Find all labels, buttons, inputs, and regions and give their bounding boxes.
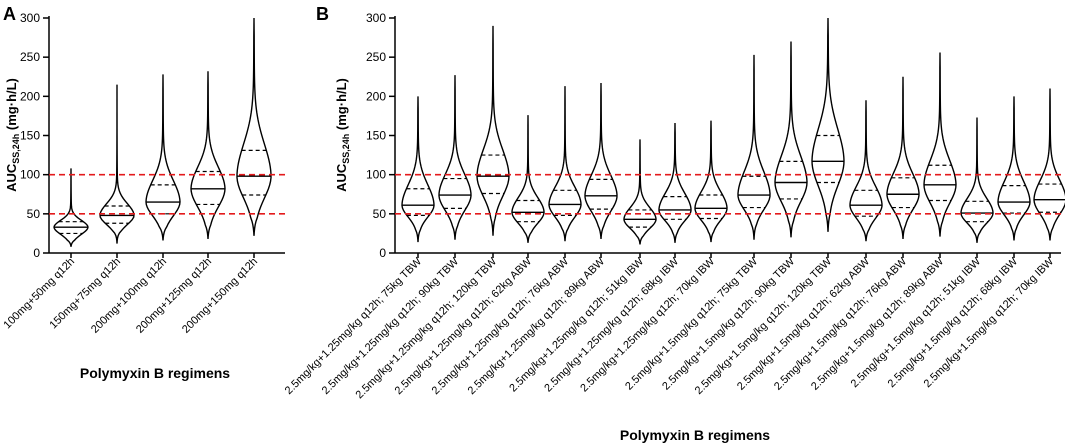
panel-a-violin-3	[145, 74, 181, 241]
panel-b-violin-7	[623, 139, 657, 245]
panel-b-violin-17	[997, 96, 1031, 241]
panel-a-ylabel: AUCSS,24h (mg·h/L)	[4, 78, 21, 192]
panel-b-violin-8	[658, 122, 692, 243]
panel-b-category-label-11: 2.5mg/kg+1.5mg/kg q12h; 90kg TBW	[660, 255, 797, 392]
panel-letter-a: A	[3, 4, 16, 24]
panel-b-category-label-5: 2.5mg/kg+1.25mg/kg q12h; 76kg ABW	[430, 255, 572, 397]
panel-a-ylabel-sub: SS,24h	[11, 134, 21, 164]
panel-a-ytick-label-0: 0	[33, 246, 40, 260]
panel-a-category-label-3: 200mg+100mg q12h	[89, 256, 169, 336]
panel-b-violin-3	[476, 25, 510, 236]
panel-b-ytick-label-150: 150	[366, 129, 386, 143]
panel-b-ytick-label-200: 200	[366, 89, 386, 103]
panel-a-ytick-label-300: 300	[20, 11, 40, 25]
panel-b-category-label-16: 2.5mg/kg+1.5mg/kg q12h; 51kg IBW	[849, 255, 984, 390]
panel-b-violin-10	[737, 54, 771, 240]
panel-a-ytick-label-200: 200	[20, 89, 40, 103]
panel-b-category-label-1: 2.5mg/kg+1.25mg/kg q12h; 75kg TBW	[283, 255, 425, 397]
panel-b-category-label-6: 2.5mg/kg+1.25mg/kg q12h; 89kg ABW	[466, 255, 608, 397]
panel-b-ytick-label-300: 300	[366, 11, 386, 25]
panel-b-violin-4	[511, 115, 545, 243]
panel-b-category-label-8: 2.5mg/kg+1.25mg/kg q12h; 68kg IBW	[542, 255, 681, 394]
panel-b-violin-1	[401, 96, 435, 243]
panel-b-ytick-label-50: 50	[373, 207, 387, 221]
panel-a-ytick-label-50: 50	[27, 207, 41, 221]
panel-b-ylabel-sub: SS,24h	[341, 134, 351, 164]
panel-b-violin-18	[1033, 88, 1065, 241]
panel-b-ylabel-main: AUC	[334, 163, 349, 192]
panel-b-category-label-12: 2.5mg/kg+1.5mg/kg q12h; 120kg TBW	[693, 255, 835, 397]
panel-b-violin-14	[886, 76, 920, 239]
panel-b-category-label-18: 2.5mg/kg+1.5mg/kg q12h; 70kg IBW	[922, 255, 1057, 390]
panel-b-category-label-4: 2.5mg/kg+1.25mg/kg q12h; 62kg ABW	[393, 255, 535, 397]
panel-a-ylabel-unit: (mg·h/L)	[4, 78, 19, 134]
panel-b-ytick-label-250: 250	[366, 50, 386, 64]
panel-b-ylabel-unit: (mg·h/L)	[334, 78, 349, 134]
panel-a-xlabel: Polymyxin B regimens	[80, 365, 230, 381]
panel-letter-b: B	[316, 4, 329, 24]
panel-a-ylabel-main: AUC	[4, 163, 19, 192]
panel-b-category-label-17: 2.5mg/kg+1.5mg/kg q12h; 68kg IBW	[886, 255, 1021, 390]
panel-b-violin-11	[774, 41, 808, 238]
panel-b-category-label-13: 2.5mg/kg+1.5mg/kg q12h; 62kg ABW	[735, 255, 873, 393]
panel-a-category-label-4: 200mg+125mg q12h	[134, 256, 214, 336]
panel-b-violin-16	[960, 117, 994, 243]
panel-b-plot: 0 50 100 150 200 250 300 2.5mg/kg+1.25mg/kg q12…	[283, 11, 1065, 401]
panel-a-violin-5	[236, 17, 272, 236]
panel-b-category-label-14: 2.5mg/kg+1.5mg/kg q12h; 76kg ABW	[772, 255, 910, 393]
panel-a-violin-4	[190, 71, 226, 239]
panel-a-violin-1	[53, 168, 89, 247]
panel-b-violin-13	[849, 100, 883, 242]
panel-b-violin-5	[548, 86, 582, 242]
panel-a-ytick-label-100: 100	[20, 168, 40, 182]
panel-a-ytick-label-150: 150	[20, 129, 40, 143]
panel-b-xlabel: Polymyxin B regimens	[620, 427, 770, 443]
panel-b-violin-12	[811, 17, 845, 232]
panel-b-violin-2	[438, 75, 472, 240]
panel-a-ytick-label-250: 250	[20, 50, 40, 64]
panel-b-violin-15	[923, 52, 957, 237]
panel-b-violin-9	[694, 120, 728, 243]
panel-a-violin-2	[99, 84, 135, 244]
panel-a-category-label-5: 200mg+150mg q12h	[180, 256, 260, 336]
panel-b-ytick-label-100: 100	[366, 168, 386, 182]
panel-b-category-label-15: 2.5mg/kg+1.5mg/kg q12h; 89kg ABW	[809, 255, 947, 393]
panel-b-ytick-label-0: 0	[379, 246, 386, 260]
panel-b-ylabel: AUCSS,24h (mg·h/L)	[334, 78, 351, 192]
panel-b-category-label-2: 2.5mg/kg+1.25mg/kg q12h; 90kg TBW	[320, 255, 462, 397]
panel-b-violin-6	[584, 83, 618, 239]
